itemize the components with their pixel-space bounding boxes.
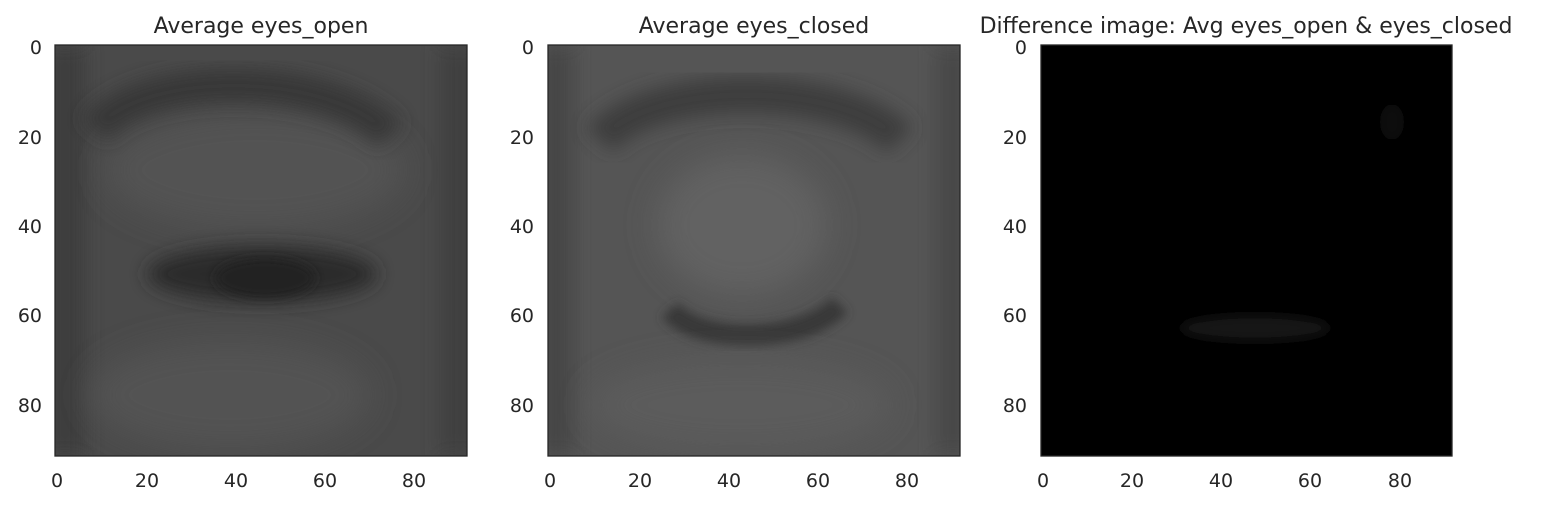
edge-shade-right (440, 45, 467, 456)
x-tick-label: 40 (1209, 470, 1233, 492)
corner-difference (1380, 104, 1404, 140)
y-axis-ticks: 0 20 40 60 80 (510, 37, 534, 417)
lash-difference (1180, 315, 1330, 341)
edge-shade-left (55, 45, 85, 456)
y-tick-label: 60 (510, 305, 534, 327)
y-axis-ticks: 0 20 40 60 80 (18, 37, 42, 417)
pupil-shadow (215, 258, 315, 298)
heatmap-image (54, 44, 468, 457)
chart-title: Difference image: Avg eyes_open & eyes_c… (980, 14, 1513, 39)
x-tick-label: 80 (1388, 470, 1412, 492)
x-axis-ticks: 0 20 40 60 80 (51, 470, 426, 492)
x-tick-label: 80 (895, 470, 919, 492)
x-tick-label: 0 (51, 470, 63, 492)
x-tick-label: 0 (544, 470, 556, 492)
x-axis-ticks: 0 20 40 60 80 (544, 470, 919, 492)
lash-line (661, 296, 848, 347)
edge-shade-right (935, 45, 960, 456)
y-axis-ticks: 0 20 40 60 80 (1003, 37, 1027, 417)
lid-highlight (657, 155, 827, 295)
cheek-highlight (90, 340, 370, 450)
x-tick-label: 80 (402, 470, 426, 492)
axes-frame (547, 44, 961, 457)
y-tick-label: 0 (1015, 37, 1027, 59)
y-tick-label: 80 (510, 395, 534, 417)
edge-shade-left (548, 45, 574, 456)
panel-eyes-open: Average eyes_open 0 20 40 60 80 0 (18, 14, 468, 492)
x-tick-label: 60 (1298, 470, 1322, 492)
y-tick-label: 0 (30, 37, 42, 59)
x-axis-ticks: 0 20 40 60 80 (1037, 470, 1412, 492)
x-tick-label: 20 (628, 470, 652, 492)
x-tick-label: 40 (224, 470, 248, 492)
chart-title: Average eyes_open (154, 14, 369, 39)
y-tick-label: 60 (1003, 305, 1027, 327)
x-tick-label: 60 (806, 470, 830, 492)
brow-shadow (586, 77, 913, 154)
axes-frame (1040, 44, 1453, 457)
cheek-highlight (590, 360, 890, 450)
chart-title: Average eyes_closed (639, 14, 870, 39)
panel-difference: Difference image: Avg eyes_open & eyes_c… (980, 14, 1513, 492)
y-tick-label: 20 (1003, 127, 1027, 149)
y-tick-label: 20 (18, 127, 42, 149)
y-tick-label: 40 (1003, 216, 1027, 238)
panel-eyes-closed: Average eyes_closed 0 20 40 60 80 0 20 (510, 14, 961, 492)
y-tick-label: 80 (1003, 395, 1027, 417)
axes-frame (54, 44, 468, 457)
y-tick-label: 40 (18, 216, 42, 238)
heatmap-image (1040, 44, 1453, 457)
y-tick-label: 40 (510, 216, 534, 238)
forehead-highlight (105, 110, 405, 230)
x-tick-label: 20 (135, 470, 159, 492)
x-tick-label: 0 (1037, 470, 1049, 492)
heatmap-image (547, 44, 961, 457)
y-tick-label: 80 (18, 395, 42, 417)
brow-shadow (81, 68, 403, 148)
x-tick-label: 20 (1120, 470, 1144, 492)
y-tick-label: 60 (18, 305, 42, 327)
y-tick-label: 20 (510, 127, 534, 149)
x-tick-label: 60 (313, 470, 337, 492)
x-tick-label: 40 (717, 470, 741, 492)
y-tick-label: 0 (522, 37, 534, 59)
